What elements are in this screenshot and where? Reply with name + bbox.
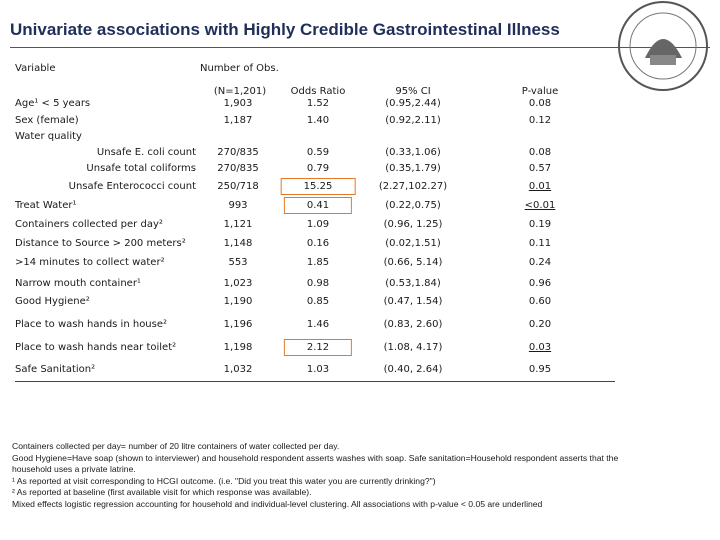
obs-cell: 270/835 bbox=[217, 163, 259, 174]
p-value-cell: <0.01 bbox=[524, 200, 556, 211]
row-label: Age¹ < 5 years bbox=[15, 98, 91, 109]
row-label: Sex (female) bbox=[15, 115, 79, 126]
p-value-cell: 0.95 bbox=[528, 364, 552, 375]
ci-cell: (0.22,0.75) bbox=[385, 200, 441, 211]
row-label: Containers collected per day² bbox=[15, 219, 163, 230]
obs-cell: 553 bbox=[228, 257, 248, 268]
row-label: Treat Water¹ bbox=[15, 200, 77, 211]
obs-cell: 1,196 bbox=[223, 319, 253, 330]
obs-cell: 250/718 bbox=[217, 181, 259, 192]
footnote: Good Hygiene=Have soap (shown to intervi… bbox=[12, 452, 619, 463]
footnote: Containers collected per day= number of … bbox=[12, 441, 340, 451]
p-value-cell: 0.01 bbox=[528, 181, 552, 192]
footnote: ² As reported at baseline (first availab… bbox=[12, 487, 312, 497]
header-variable: Variable bbox=[15, 63, 56, 74]
obs-cell: 1,198 bbox=[223, 342, 253, 353]
ci-cell: (0.96, 1.25) bbox=[383, 219, 443, 230]
p-value-cell: 0.08 bbox=[528, 147, 552, 158]
obs-cell: 993 bbox=[228, 200, 248, 211]
obs-cell: 270/835 bbox=[217, 147, 259, 158]
ci-cell: (0.83, 2.60) bbox=[383, 319, 443, 330]
footnote: ¹ As reported at visit corresponding to … bbox=[12, 475, 436, 486]
header-obs: Number of Obs. bbox=[200, 63, 279, 74]
ci-cell: (0.40, 2.64) bbox=[383, 364, 443, 375]
obs-cell: 1,190 bbox=[223, 296, 253, 307]
footnote: Mixed effects logistic regression accoun… bbox=[12, 498, 543, 509]
p-value-cell: 0.12 bbox=[528, 115, 552, 126]
ci-cell: (1.08, 4.17) bbox=[383, 342, 443, 353]
odds-ratio-cell: 0.41 bbox=[283, 197, 353, 214]
row-label: Unsafe total coliforms bbox=[86, 163, 196, 174]
obs-cell: 1,121 bbox=[223, 219, 253, 230]
p-value-cell: 0.60 bbox=[528, 296, 552, 307]
header-or: Odds Ratio bbox=[290, 86, 346, 97]
row-label: Safe Sanitation² bbox=[15, 364, 96, 375]
odds-ratio-cell: 1.03 bbox=[306, 364, 330, 375]
obs-cell: 1,032 bbox=[223, 364, 253, 375]
ci-cell: (0.66, 5.14) bbox=[383, 257, 443, 268]
header-ci: 95% CI bbox=[395, 86, 431, 97]
ci-cell: (0.33,1.06) bbox=[385, 147, 441, 158]
university-seal bbox=[618, 1, 708, 91]
row-label: Distance to Source > 200 meters² bbox=[15, 238, 186, 249]
odds-ratio-cell: 0.98 bbox=[306, 278, 330, 289]
row-label: Place to wash hands in house² bbox=[15, 319, 168, 330]
odds-ratio-cell: 0.79 bbox=[306, 163, 330, 174]
p-value-cell: 0.24 bbox=[528, 257, 552, 268]
odds-ratio-cell: 0.85 bbox=[306, 296, 330, 307]
ci-cell: (0.92,2.11) bbox=[385, 115, 441, 126]
p-value-cell: 0.20 bbox=[528, 319, 552, 330]
ci-cell: (0.35,1.79) bbox=[385, 163, 441, 174]
odds-ratio-cell: 15.25 bbox=[280, 178, 356, 195]
p-value-cell: 0.19 bbox=[528, 219, 552, 230]
row-label: >14 minutes to collect water² bbox=[15, 257, 165, 268]
odds-ratio-cell: 1.46 bbox=[306, 319, 330, 330]
p-value-cell: 0.96 bbox=[528, 278, 552, 289]
ci-cell: (0.47, 1.54) bbox=[383, 296, 443, 307]
row-label: Narrow mouth container¹ bbox=[15, 278, 141, 289]
p-value-cell: 0.11 bbox=[528, 238, 552, 249]
odds-ratio-cell: 1.40 bbox=[306, 115, 330, 126]
header-p: P-value bbox=[521, 86, 559, 97]
ci-cell: (2.27,102.27) bbox=[378, 181, 448, 192]
p-value-cell: 0.03 bbox=[528, 342, 552, 353]
ci-cell: (0.02,1.51) bbox=[385, 238, 441, 249]
p-value-cell: 0.08 bbox=[528, 98, 552, 109]
header-n: (N=1,201) bbox=[213, 86, 267, 97]
ci-cell: (0.95,2.44) bbox=[385, 98, 441, 109]
p-value-cell: 0.57 bbox=[528, 163, 552, 174]
obs-cell: 1,148 bbox=[223, 238, 253, 249]
row-label: Water quality bbox=[15, 131, 82, 142]
odds-ratio-cell: 2.12 bbox=[283, 339, 353, 356]
table-rule bbox=[15, 381, 615, 382]
odds-ratio-cell: 1.52 bbox=[306, 98, 330, 109]
obs-cell: 1,187 bbox=[223, 115, 253, 126]
row-label: Unsafe Enterococci count bbox=[68, 181, 196, 192]
odds-ratio-cell: 1.85 bbox=[306, 257, 330, 268]
ci-cell: (0.53,1.84) bbox=[385, 278, 441, 289]
odds-ratio-cell: 0.16 bbox=[306, 238, 330, 249]
obs-cell: 1,903 bbox=[223, 98, 253, 109]
row-label: Good Hygiene² bbox=[15, 296, 90, 307]
odds-ratio-cell: 1.09 bbox=[306, 219, 330, 230]
footnote: household uses a private latrine. bbox=[12, 464, 136, 474]
row-label: Place to wash hands near toilet² bbox=[15, 342, 177, 353]
obs-cell: 1,023 bbox=[223, 278, 253, 289]
title-rule bbox=[10, 47, 710, 48]
title: Univariate associations with Highly Cred… bbox=[10, 20, 560, 39]
odds-ratio-cell: 0.59 bbox=[306, 147, 330, 158]
row-label: Unsafe E. coli count bbox=[96, 147, 196, 158]
